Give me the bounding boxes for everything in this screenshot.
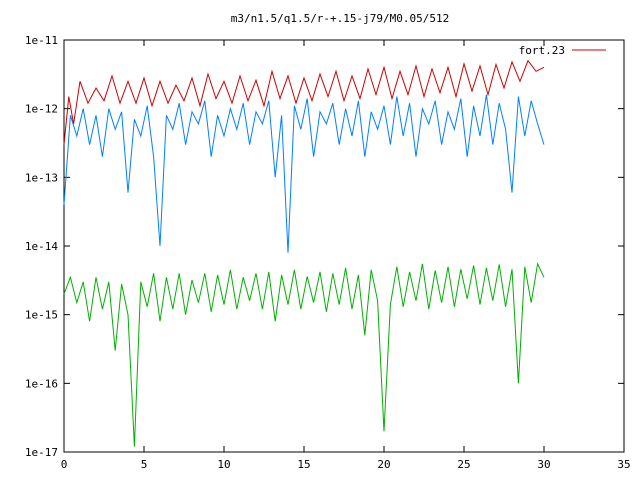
x-tick-label: 15 [297, 458, 310, 471]
chart-title: m3/n1.5/q1.5/r-+.15-j79/M0.05/512 [231, 12, 450, 25]
x-tick-label: 30 [537, 458, 550, 471]
y-tick-label: 1e-17 [25, 446, 58, 459]
x-tick-label: 20 [377, 458, 390, 471]
series-line-3 [63, 262, 545, 447]
x-tick-label: 0 [61, 458, 68, 471]
x-tick-label: 5 [141, 458, 148, 471]
y-tick-label: 1e-15 [25, 309, 58, 322]
axes: 0 5 10 15 20 25 30 35 1e-11 1e-12 1e-13 1e-14 1e-15 1… [25, 34, 631, 471]
x-tick-label: 35 [617, 458, 630, 471]
y-tick-label: 1e-14 [25, 240, 58, 253]
y-tick-label: 1e-12 [25, 103, 58, 116]
x-tick-label: 10 [217, 458, 230, 471]
series-line-2 [63, 94, 545, 253]
y-tick-label: 1e-16 [25, 377, 58, 390]
legend-label: fort.23 [519, 44, 565, 57]
y-tick-label: 1e-13 [25, 171, 58, 184]
series-layer [63, 59, 545, 447]
x-tick-label: 25 [457, 458, 470, 471]
series-line-1 [63, 59, 545, 145]
legend: fort.23 [519, 44, 606, 57]
y-tick-label: 1e-11 [25, 34, 58, 47]
